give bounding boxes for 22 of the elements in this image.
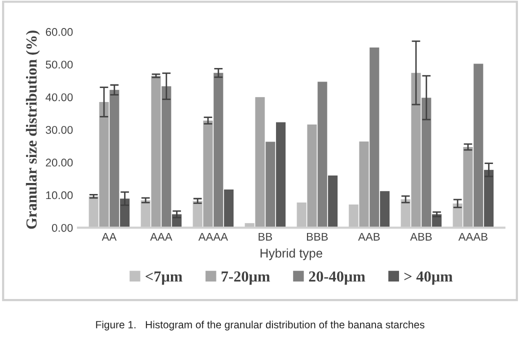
x-axis-title: Hybrid type — [260, 248, 322, 260]
y-tick-label: 20.00 — [46, 158, 73, 167]
x-tick-label: ABB — [410, 232, 432, 241]
y-tick-label: 60.00 — [46, 28, 73, 36]
legend-label: <7μm — [146, 272, 182, 285]
y-tick-label: 10.00 — [46, 191, 73, 200]
y-tick-label: 50.00 — [46, 60, 73, 69]
x-tick-label: AAB — [358, 232, 380, 241]
y-tick-label: 0.00 — [52, 224, 73, 232]
x-tick-label: AA — [102, 232, 117, 241]
x-tick-label: AAA — [150, 232, 172, 241]
caption: Figure 1. Histogram of the granular distribution of the banana starches — [96, 320, 424, 330]
x-tick-label: AAAA — [198, 232, 228, 241]
x-tick-label: BBB — [306, 232, 328, 241]
y-tick-label: 30.00 — [46, 126, 73, 134]
legend-label: 20-40μm — [309, 271, 366, 285]
legend-label: 7-20μm — [222, 271, 270, 285]
x-tick-label: BB — [258, 232, 272, 241]
y-axis-title: Granular size distribution (%) — [26, 30, 40, 229]
x-tick-label: AAAB — [458, 232, 488, 241]
legend-label: > 40μm — [404, 271, 453, 285]
y-tick-label: 40.00 — [46, 93, 73, 102]
